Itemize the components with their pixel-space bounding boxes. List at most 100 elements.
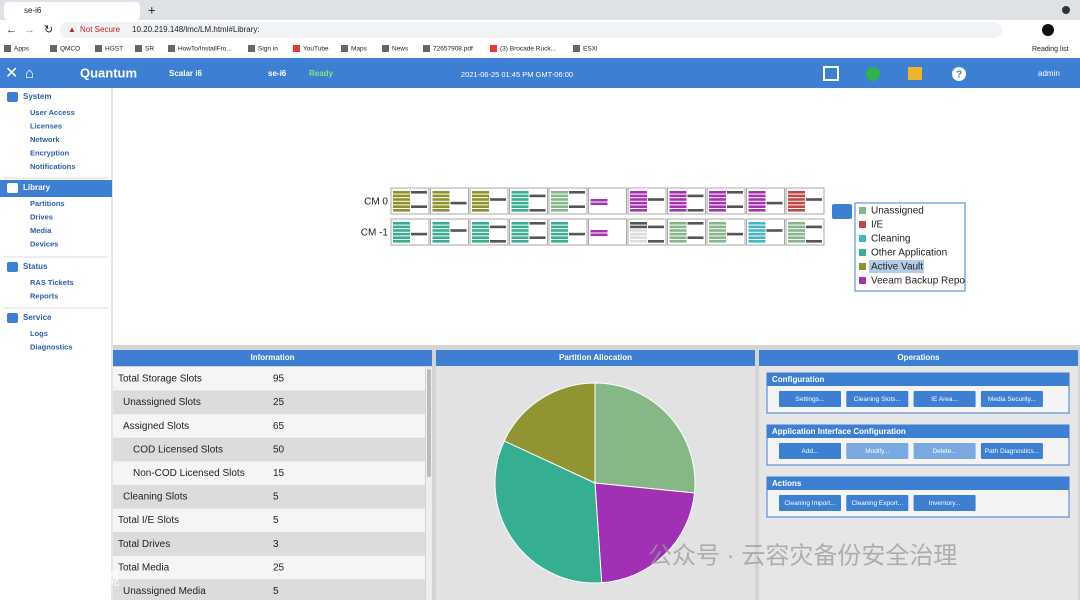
button[interactable] [779, 391, 841, 407]
button[interactable] [779, 443, 841, 459]
bookmark[interactable]: Apps [14, 46, 30, 53]
bookmark[interactable]: HowTo/InstallFro... [178, 46, 232, 53]
button-label[interactable]: Cleaning Import... [784, 500, 835, 507]
slot [669, 194, 687, 198]
button-label[interactable]: Path Diagnostics... [985, 448, 1039, 455]
section-title[interactable]: Status [23, 262, 48, 271]
button-label[interactable]: Media Security... [988, 396, 1036, 403]
bookmark-icon [248, 45, 255, 52]
button-label[interactable]: Modify... [865, 448, 889, 455]
ok-icon[interactable] [866, 67, 880, 81]
bookmark[interactable]: (3) Brocade Ruck... [500, 46, 556, 53]
nav-item[interactable]: Licenses [30, 121, 62, 130]
nav-item[interactable]: RAS Tickets [30, 278, 74, 287]
info-value: 50 [273, 444, 285, 455]
info-value: 5 [273, 492, 279, 503]
bookmark[interactable]: YouTube [303, 46, 329, 53]
button-label[interactable]: Cleaning Slots... [854, 396, 902, 403]
section-title[interactable]: Library [23, 183, 51, 192]
panel-title: Partition Allocation [559, 353, 632, 362]
slot [748, 232, 766, 236]
button[interactable] [779, 495, 841, 511]
nav-item[interactable]: Network [30, 135, 60, 144]
slot [669, 205, 687, 208]
nav-item[interactable]: Diagnostics [30, 342, 73, 351]
slot [748, 240, 766, 243]
button[interactable] [913, 443, 976, 459]
button[interactable] [980, 443, 1043, 459]
bookmark[interactable]: News [392, 46, 409, 53]
slot [472, 194, 489, 198]
legend-swatch [859, 221, 866, 228]
nav-item[interactable]: Encryption [30, 148, 70, 157]
button[interactable] [846, 495, 909, 511]
tab[interactable] [4, 2, 140, 20]
bookmark-icon [168, 45, 175, 52]
slot [411, 232, 427, 236]
save-icon[interactable] [823, 66, 839, 81]
button-label[interactable]: Cleaning Export... [851, 500, 903, 507]
info-row [113, 579, 425, 600]
nav-item[interactable]: User Access [30, 108, 75, 117]
button-label[interactable]: Add... [802, 448, 819, 455]
slot [788, 225, 805, 229]
bookmark[interactable]: Maps [351, 46, 368, 53]
slot [727, 205, 743, 208]
scroll-thumb[interactable] [427, 369, 431, 477]
reading-list[interactable]: Reading list [1032, 46, 1069, 53]
nav-item[interactable]: Notifications [30, 162, 75, 171]
bookmark[interactable]: Sign in [258, 46, 278, 53]
alert-icon[interactable] [908, 67, 922, 80]
user[interactable]: admin [1038, 69, 1060, 78]
slot [687, 222, 704, 225]
bookmark[interactable]: ESXi [583, 46, 597, 53]
button[interactable] [846, 443, 909, 459]
button-label[interactable]: Settings... [796, 396, 825, 403]
slot [511, 232, 529, 236]
button[interactable] [980, 391, 1043, 407]
button-label[interactable]: IE Area... [931, 396, 958, 403]
bookmark[interactable]: QMCO [60, 46, 80, 53]
nav-item[interactable]: Drives [30, 212, 53, 221]
nav-item[interactable]: Devices [30, 239, 58, 248]
button-label[interactable]: Inventory... [929, 500, 961, 507]
pie-slice [594, 482, 696, 584]
forward[interactable]: → [24, 24, 35, 36]
slot [432, 209, 450, 212]
nav-item[interactable]: Partitions [30, 199, 65, 208]
legend-label: Cleaning [871, 234, 910, 245]
close-menu[interactable]: ✕ [5, 65, 18, 82]
slot [551, 194, 568, 198]
back[interactable]: ← [6, 24, 17, 36]
slot [748, 194, 766, 198]
button[interactable] [913, 391, 976, 407]
home[interactable]: ⌂ [25, 65, 34, 82]
section-title[interactable]: System [23, 92, 51, 101]
nav-item[interactable]: Reports [30, 291, 58, 300]
profile[interactable] [1042, 24, 1054, 36]
help-icon[interactable] [952, 67, 966, 81]
reload[interactable]: ↻ [44, 24, 53, 36]
slot [551, 222, 568, 225]
bookmark[interactable]: HGST [105, 46, 123, 53]
status: Ready [309, 69, 334, 78]
bookmark[interactable]: SR [145, 46, 154, 53]
legend-swatch [859, 249, 866, 256]
legend-toggle[interactable] [832, 204, 852, 219]
button-label[interactable]: Delete... [932, 448, 956, 455]
slot [806, 198, 822, 201]
nav-item[interactable]: Media [30, 226, 52, 235]
bookmark[interactable]: 72657908.pdf [433, 46, 473, 53]
slot [432, 201, 450, 205]
button[interactable] [913, 495, 976, 511]
section-icon [7, 262, 18, 272]
section-title[interactable]: Service [23, 313, 52, 322]
new-tab[interactable]: + [148, 2, 156, 17]
button[interactable] [846, 391, 909, 407]
slot [590, 199, 608, 202]
omnibox[interactable] [60, 22, 1002, 38]
nav-item[interactable]: Logs [30, 329, 48, 338]
window-button[interactable] [1062, 6, 1070, 14]
info-row [113, 390, 425, 415]
